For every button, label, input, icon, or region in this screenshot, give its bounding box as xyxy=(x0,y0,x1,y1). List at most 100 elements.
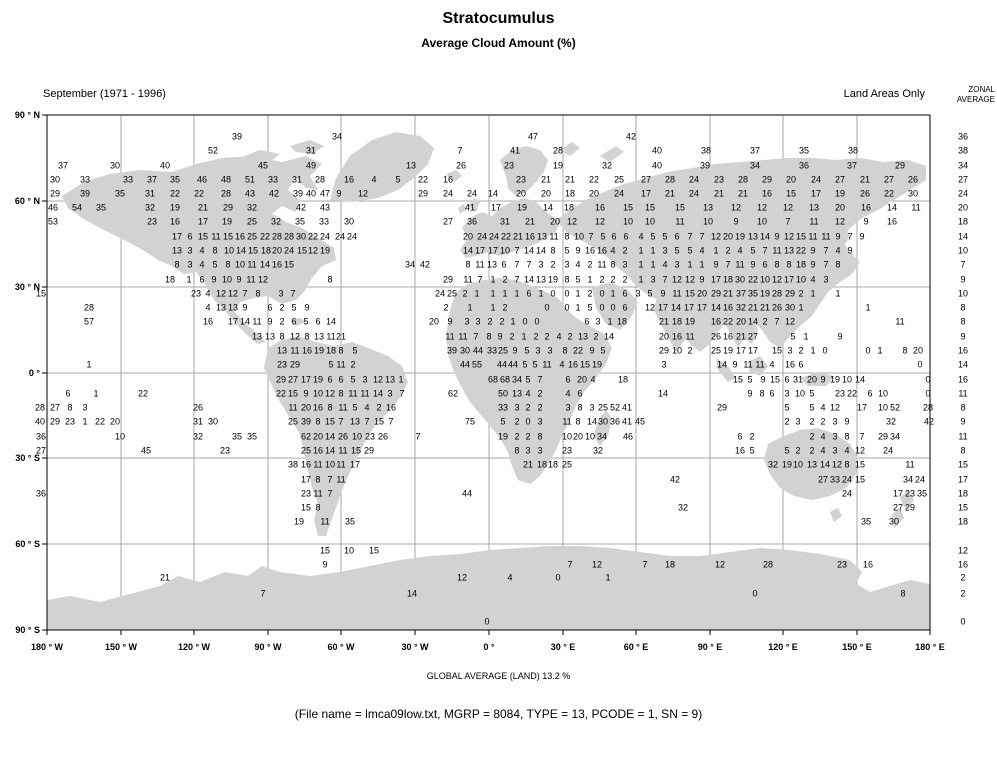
grid-value: 9 xyxy=(497,331,503,342)
grid-value: 1 xyxy=(575,302,581,313)
grid-value: 8 xyxy=(327,402,333,413)
grid-value: 2 xyxy=(537,388,543,399)
grid-value: 10 xyxy=(622,216,634,227)
grid-value: 24 xyxy=(613,188,625,199)
grid-value: 11 xyxy=(320,516,330,527)
grid-value: 15 xyxy=(732,374,744,385)
grid-value: 17 xyxy=(490,202,502,213)
grid-value: 7 xyxy=(823,245,829,256)
land-arctic-islands-2 xyxy=(290,140,324,154)
grid-value: 11 xyxy=(336,359,346,370)
grid-value: 4 xyxy=(199,259,205,270)
grid-value: 0 xyxy=(564,302,570,313)
zonal-average-value: 2 xyxy=(960,572,966,583)
x-axis-tick-label: 180 ° E xyxy=(915,642,945,652)
grid-value: 27 xyxy=(817,474,829,485)
grid-value: 2 xyxy=(514,431,520,442)
land-new-zealand-north xyxy=(900,490,914,510)
grid-value: 15 xyxy=(684,288,696,299)
grid-value: 22 xyxy=(883,188,895,199)
land-madagascar xyxy=(594,410,612,446)
land-antarctica xyxy=(47,546,930,630)
grid-value: 9 xyxy=(863,216,869,227)
grid-value: 32 xyxy=(192,431,204,442)
grid-value: 1 xyxy=(607,316,613,327)
grid-value: 20 xyxy=(312,431,324,442)
grid-value: 16 xyxy=(584,245,596,256)
grid-value: 15 xyxy=(319,545,331,556)
grid-value: 34 xyxy=(902,474,914,485)
grid-value: 41 xyxy=(509,145,521,156)
grid-value: 0 xyxy=(599,302,605,313)
grid-value: 2 xyxy=(525,402,531,413)
grid-value: 2 xyxy=(798,345,804,356)
grid-value: 8 xyxy=(577,402,583,413)
grid-value: 23 xyxy=(276,359,288,370)
grid-value: 35 xyxy=(860,516,872,527)
grid-value: 10 xyxy=(221,274,233,285)
grid-value: 13 xyxy=(313,331,325,342)
grid-value: 1 xyxy=(538,288,544,299)
grid-value: 50 xyxy=(497,388,509,399)
grid-value: 24 xyxy=(914,474,926,485)
grid-value: 14 xyxy=(324,445,336,456)
grid-value: 12 xyxy=(215,288,227,299)
grid-value: 14 xyxy=(657,388,669,399)
grid-value: 32 xyxy=(246,202,258,213)
grid-value: 9 xyxy=(844,416,850,427)
grid-value: 6 xyxy=(611,231,617,242)
grid-value: 0 xyxy=(534,316,540,327)
grid-value: 20 xyxy=(540,188,552,199)
grid-value: 34 xyxy=(404,259,416,270)
page-subtitle: Average Cloud Amount (%) xyxy=(421,36,576,50)
grid-value: 75 xyxy=(464,416,476,427)
grid-value: 20 xyxy=(109,416,121,427)
grid-value: 22 xyxy=(259,231,271,242)
y-axis-tick-label: 60 ° N xyxy=(14,196,40,206)
zonal-average-value: 0 xyxy=(960,616,966,627)
grid-value: 13 xyxy=(171,245,183,256)
grid-value: 14 xyxy=(747,316,759,327)
grid-value: 42 xyxy=(923,416,935,427)
grid-value: 13 xyxy=(227,302,239,313)
grid-value: 21 xyxy=(159,572,171,583)
grid-value: 3 xyxy=(662,245,668,256)
grid-value: 14 xyxy=(586,416,598,427)
land-svalbard xyxy=(560,142,580,156)
grid-value: 25 xyxy=(710,345,722,356)
land-africa xyxy=(446,278,612,484)
grid-value: 13 xyxy=(251,331,263,342)
grid-value: 53 xyxy=(47,216,59,227)
grid-value: 9 xyxy=(512,345,518,356)
grid-value: 15 xyxy=(674,202,686,213)
grid-value: 1 xyxy=(575,288,581,299)
grid-value: 22 xyxy=(572,345,584,356)
grid-value: 11 xyxy=(809,216,819,227)
grid-value: 2 xyxy=(462,288,468,299)
grid-value: 9 xyxy=(575,245,581,256)
grid-value: 22 xyxy=(193,188,205,199)
grid-value: 42 xyxy=(295,202,307,213)
grid-value: 25 xyxy=(287,416,299,427)
grid-value: 24 xyxy=(841,488,853,499)
grid-value: 6 xyxy=(762,259,768,270)
grid-value: 14 xyxy=(462,245,474,256)
grid-value: 11 xyxy=(821,231,831,242)
grid-value: 12 xyxy=(372,374,384,385)
grid-value: 16 xyxy=(524,231,536,242)
grid-value: 44 xyxy=(461,488,473,499)
grid-value: 40 xyxy=(651,160,663,171)
grid-value: 26 xyxy=(859,188,871,199)
grid-value: 15 xyxy=(296,245,308,256)
grid-value: 1 xyxy=(82,416,88,427)
grid-value: 5 xyxy=(749,445,755,456)
grid-value: 8 xyxy=(575,416,581,427)
grid-value: 15 xyxy=(35,288,47,299)
grid-value: 7 xyxy=(477,274,483,285)
zonal-average-value: 14 xyxy=(957,359,969,370)
grid-value: 10 xyxy=(324,459,336,470)
grid-value: 29 xyxy=(894,160,906,171)
grid-value: 5 xyxy=(352,345,358,356)
grid-value: 11 xyxy=(313,488,323,499)
grid-value: 10 xyxy=(792,459,804,470)
